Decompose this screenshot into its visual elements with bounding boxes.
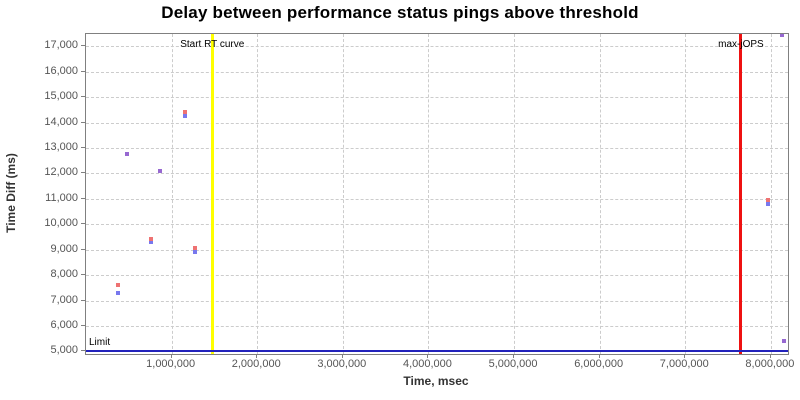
y-tick-label: 14,000 bbox=[44, 115, 78, 128]
h-gridline bbox=[86, 326, 788, 328]
x-tick bbox=[341, 354, 343, 358]
h-gridline bbox=[86, 173, 788, 175]
h-gridline bbox=[86, 122, 788, 124]
x-tick-label: 1,000,000 bbox=[146, 358, 196, 370]
data-point-blue bbox=[183, 114, 188, 119]
data-point-overlap bbox=[780, 34, 784, 38]
limit-line-label: Limit bbox=[89, 337, 111, 349]
y-tick-label: 7,000 bbox=[50, 293, 78, 306]
h-gridline bbox=[86, 275, 788, 277]
y-tick bbox=[81, 248, 85, 250]
h-gridline bbox=[86, 97, 788, 99]
x-tick bbox=[598, 354, 600, 358]
y-tick bbox=[81, 299, 85, 301]
y-tick-label: 11,000 bbox=[45, 191, 78, 204]
y-tick-label: 10,000 bbox=[44, 217, 78, 230]
x-tick-label: 8,000,000 bbox=[745, 358, 795, 370]
y-tick-label: 6,000 bbox=[50, 319, 78, 332]
y-tick bbox=[81, 350, 85, 352]
data-point-red bbox=[183, 110, 188, 115]
y-tick-label: 9,000 bbox=[50, 242, 78, 255]
plot-area: Limit Start RT curve max-jOPS bbox=[85, 33, 789, 355]
x-tick bbox=[170, 354, 172, 358]
start-rt-curve-line bbox=[210, 34, 214, 354]
x-tick-label: 6,000,000 bbox=[574, 358, 624, 370]
h-gridline bbox=[86, 71, 788, 73]
data-point-blue bbox=[192, 250, 197, 255]
data-point-blue bbox=[148, 240, 153, 245]
v-gridline bbox=[428, 34, 430, 354]
x-tick-label: 3,000,000 bbox=[317, 358, 367, 370]
data-point-overlap bbox=[158, 168, 163, 173]
chart-title: Delay between performance status pings a… bbox=[161, 3, 639, 22]
x-tick bbox=[513, 354, 515, 358]
marker-line-label: max-jOPS bbox=[718, 39, 764, 50]
x-tick-label: 7,000,000 bbox=[659, 358, 709, 370]
x-axis-title: Time, msec bbox=[403, 374, 469, 388]
v-gridline bbox=[514, 34, 516, 354]
h-gridline bbox=[86, 224, 788, 226]
y-tick bbox=[81, 325, 85, 327]
data-point-blue bbox=[115, 290, 120, 295]
x-tick bbox=[256, 354, 258, 358]
y-tick bbox=[81, 223, 85, 225]
y-tick bbox=[81, 197, 85, 199]
x-tick bbox=[684, 354, 686, 358]
v-gridline bbox=[599, 34, 601, 354]
v-gridline bbox=[770, 34, 772, 354]
data-point-red bbox=[192, 246, 197, 251]
data-point-blue bbox=[766, 201, 771, 206]
y-tick-label: 12,000 bbox=[44, 166, 78, 179]
limit-line bbox=[86, 350, 788, 353]
x-tick-label: 5,000,000 bbox=[488, 358, 538, 370]
y-tick-label: 5,000 bbox=[50, 344, 78, 357]
h-gridline bbox=[86, 46, 788, 48]
data-point-red bbox=[766, 198, 771, 203]
marker-line-label: Start RT curve bbox=[180, 39, 245, 50]
y-tick bbox=[81, 172, 85, 174]
y-tick bbox=[81, 70, 85, 72]
v-gridline bbox=[685, 34, 687, 354]
max-jops-line bbox=[739, 34, 743, 354]
x-tick-label: 2,000,000 bbox=[231, 358, 281, 370]
y-tick bbox=[81, 274, 85, 276]
y-tick-label: 15,000 bbox=[44, 90, 78, 103]
h-gridline bbox=[86, 300, 788, 302]
v-gridline bbox=[257, 34, 259, 354]
y-tick bbox=[81, 96, 85, 98]
data-point-red bbox=[115, 283, 120, 288]
data-point-overlap bbox=[124, 152, 129, 157]
y-tick-label: 13,000 bbox=[44, 140, 78, 153]
y-tick bbox=[81, 146, 85, 148]
y-tick-label: 16,000 bbox=[44, 64, 78, 77]
y-tick-label: 17,000 bbox=[44, 39, 78, 52]
h-gridline bbox=[86, 147, 788, 149]
x-tick bbox=[769, 354, 771, 358]
y-tick bbox=[81, 121, 85, 123]
v-gridline bbox=[342, 34, 344, 354]
v-gridline bbox=[171, 34, 173, 354]
data-point-overlap bbox=[781, 339, 786, 344]
y-tick-label: 8,000 bbox=[50, 268, 78, 281]
data-point-red bbox=[148, 237, 153, 242]
h-gridline bbox=[86, 198, 788, 200]
x-tick-label: 4,000,000 bbox=[402, 358, 452, 370]
y-tick bbox=[81, 45, 85, 47]
x-tick bbox=[427, 354, 429, 358]
h-gridline bbox=[86, 249, 788, 251]
